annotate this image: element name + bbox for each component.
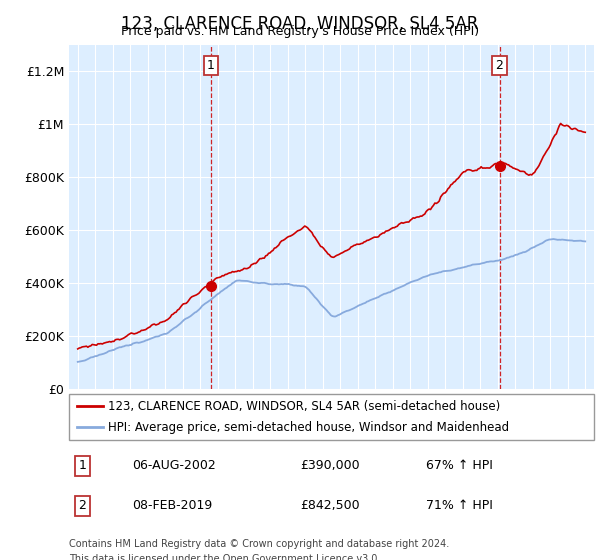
- Text: 67% ↑ HPI: 67% ↑ HPI: [426, 459, 493, 472]
- FancyBboxPatch shape: [69, 394, 594, 440]
- Text: 1: 1: [207, 59, 215, 72]
- Text: Contains HM Land Registry data © Crown copyright and database right 2024.
This d: Contains HM Land Registry data © Crown c…: [69, 539, 449, 560]
- Text: £842,500: £842,500: [300, 500, 359, 512]
- Text: 06-AUG-2002: 06-AUG-2002: [132, 459, 216, 472]
- Text: 123, CLARENCE ROAD, WINDSOR, SL4 5AR: 123, CLARENCE ROAD, WINDSOR, SL4 5AR: [121, 15, 479, 32]
- Text: HPI: Average price, semi-detached house, Windsor and Maidenhead: HPI: Average price, semi-detached house,…: [109, 421, 509, 433]
- Text: 08-FEB-2019: 08-FEB-2019: [132, 500, 212, 512]
- Text: £390,000: £390,000: [300, 459, 359, 472]
- Text: 1: 1: [78, 459, 86, 472]
- Text: Price paid vs. HM Land Registry's House Price Index (HPI): Price paid vs. HM Land Registry's House …: [121, 25, 479, 38]
- Text: 123, CLARENCE ROAD, WINDSOR, SL4 5AR (semi-detached house): 123, CLARENCE ROAD, WINDSOR, SL4 5AR (se…: [109, 400, 500, 413]
- Text: 71% ↑ HPI: 71% ↑ HPI: [426, 500, 493, 512]
- Text: 2: 2: [496, 59, 503, 72]
- Text: 2: 2: [78, 500, 86, 512]
